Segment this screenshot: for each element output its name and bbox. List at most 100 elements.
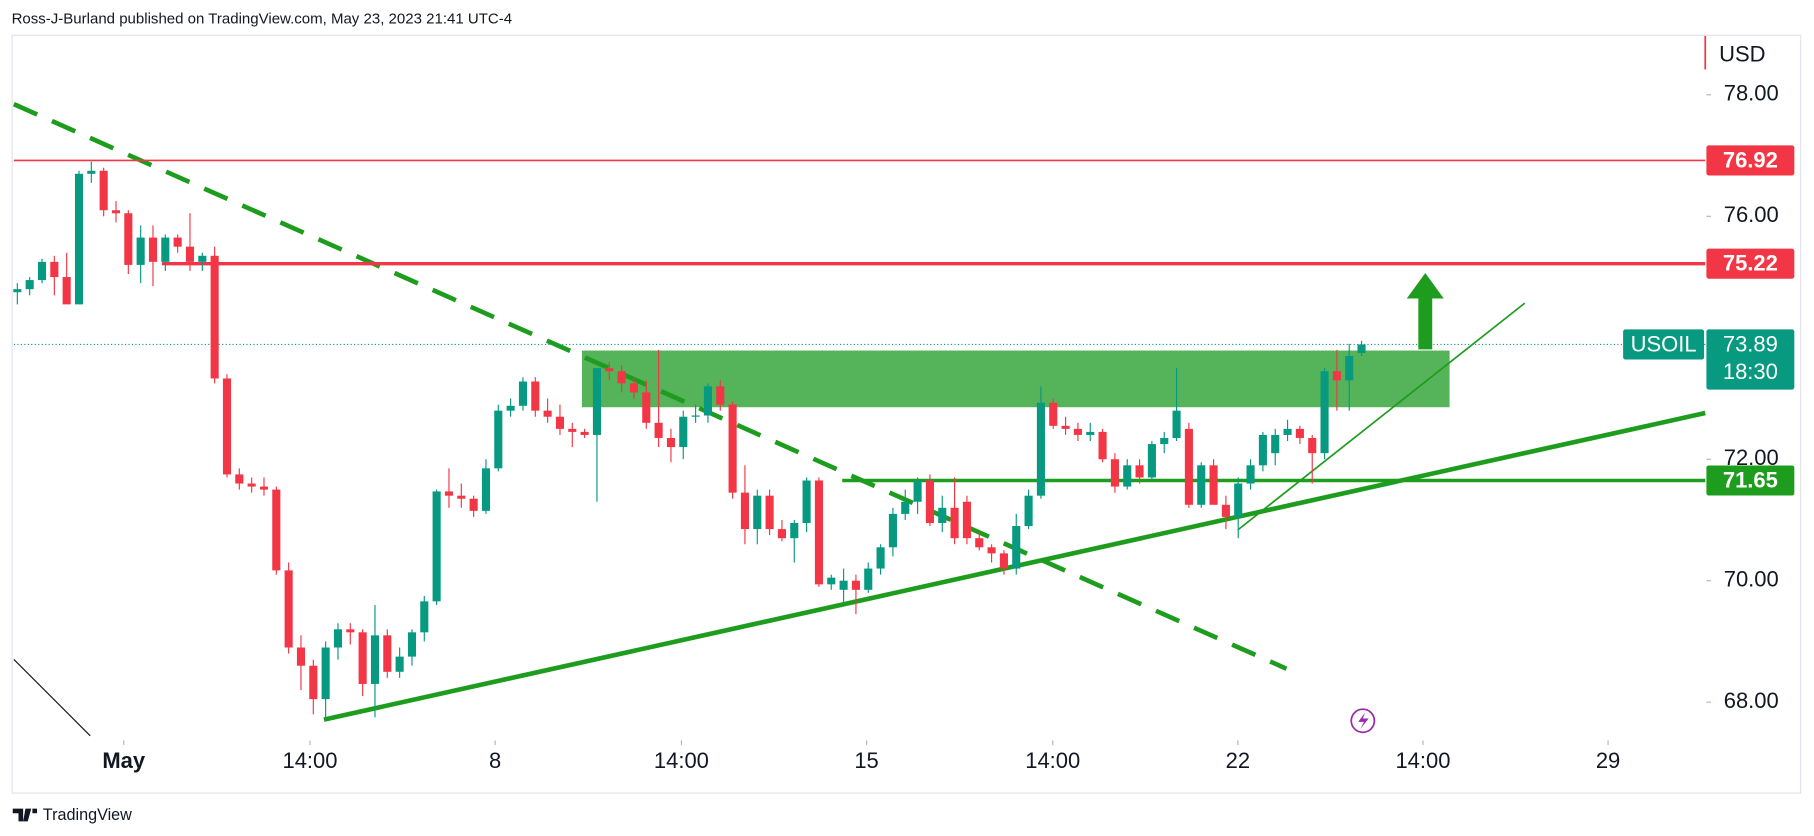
candle-body xyxy=(1308,437,1317,454)
candle-body xyxy=(50,261,59,278)
candle-body xyxy=(346,629,355,633)
candle-body xyxy=(1073,428,1082,435)
candle-body xyxy=(506,405,515,411)
candle-body xyxy=(1332,371,1341,381)
candle-body xyxy=(888,513,897,548)
candle-body xyxy=(444,491,454,496)
candle-body xyxy=(74,173,84,305)
last-price-label: 73.89 xyxy=(1723,331,1778,356)
candle-body xyxy=(802,480,811,524)
candle-body xyxy=(1197,465,1206,505)
level-label: 75.22 xyxy=(1723,251,1778,276)
candle-body xyxy=(1271,434,1280,454)
candle-body xyxy=(173,237,182,247)
candle-body xyxy=(247,483,256,487)
candle-body xyxy=(198,255,207,262)
candle-body xyxy=(1234,483,1243,517)
candle-body xyxy=(1123,465,1132,487)
candle-body xyxy=(753,495,762,530)
candle-body xyxy=(309,665,318,700)
candle-body xyxy=(358,632,367,684)
candle-body xyxy=(777,529,786,539)
candle-body xyxy=(62,277,71,305)
level-label: 71.65 xyxy=(1723,467,1778,492)
candle-body xyxy=(1024,495,1033,527)
trendline-dashed xyxy=(12,102,1288,671)
candle-body xyxy=(814,480,823,585)
candle-body xyxy=(851,580,860,590)
candle-body xyxy=(654,422,663,438)
x-tick-label: 22 xyxy=(1226,748,1250,773)
level-label: 76.92 xyxy=(1723,147,1778,172)
candle-body xyxy=(25,280,34,290)
trendline-black xyxy=(13,659,91,737)
x-tick-label: 14:00 xyxy=(654,748,709,773)
candle-body xyxy=(876,547,885,569)
candle-body xyxy=(1221,504,1230,517)
candle-body xyxy=(1283,428,1292,435)
candle-body xyxy=(1049,402,1058,426)
candle-body xyxy=(235,474,244,484)
candle-body xyxy=(605,368,614,372)
supply-zone xyxy=(581,350,1450,408)
candle-body xyxy=(950,507,959,539)
candle-body xyxy=(383,635,392,672)
candle-body xyxy=(370,635,380,684)
candle-body xyxy=(407,632,417,657)
candle-body xyxy=(691,415,700,417)
y-tick-label: 76.00 xyxy=(1724,202,1779,227)
candle-body xyxy=(87,170,96,174)
candle-body xyxy=(99,170,108,211)
level-label-bg xyxy=(1706,145,1795,176)
x-tick-label: 29 xyxy=(1596,748,1620,773)
drawings xyxy=(12,102,1706,737)
candle-body xyxy=(1160,437,1169,445)
candle-body xyxy=(481,468,491,511)
event-bolt xyxy=(1358,712,1369,729)
candle-body xyxy=(925,480,934,524)
candle-body xyxy=(962,501,971,539)
candle-body xyxy=(1135,465,1144,478)
candle-body xyxy=(555,416,565,429)
candle-body xyxy=(987,547,996,554)
candle-body xyxy=(333,629,343,648)
candle-body xyxy=(1320,371,1329,454)
candle-body xyxy=(1209,465,1218,505)
candle-body xyxy=(975,538,984,548)
candle-body xyxy=(136,237,145,265)
candle-body xyxy=(420,601,429,633)
candle-body xyxy=(518,381,528,406)
candle-body xyxy=(1110,459,1119,487)
candle-body xyxy=(1147,444,1156,478)
symbol-label: USOIL xyxy=(1631,331,1697,356)
candle-body xyxy=(395,656,404,672)
x-tick-label: May xyxy=(102,748,146,773)
candle-body xyxy=(1345,355,1354,381)
candle-body xyxy=(272,489,281,571)
candle-body xyxy=(790,523,799,539)
candle-body xyxy=(938,507,947,524)
y-tick-label: 78.00 xyxy=(1724,81,1779,106)
x-tick-label: 14:00 xyxy=(1395,748,1450,773)
candle-body xyxy=(728,404,737,493)
candle-body xyxy=(839,580,848,590)
candle-body xyxy=(37,261,47,281)
candle-body xyxy=(185,246,195,262)
candle-body xyxy=(161,237,170,262)
candle-body xyxy=(629,383,638,393)
candle-body xyxy=(494,410,503,469)
y-tick-label: 70.00 xyxy=(1724,567,1779,592)
chart-frame xyxy=(11,34,1802,794)
candle-body xyxy=(864,568,873,590)
candle-body xyxy=(531,381,540,411)
candle-body xyxy=(679,416,688,448)
event-icon xyxy=(1350,708,1376,734)
candle-body xyxy=(666,437,675,448)
candle-body xyxy=(1357,344,1366,353)
candle-body xyxy=(210,255,219,379)
candle-body xyxy=(1295,428,1304,438)
attribution: Ross-J-Burland published on TradingView.… xyxy=(12,11,513,28)
candle-body xyxy=(913,480,922,502)
candle-body xyxy=(124,213,133,265)
candle-body xyxy=(740,492,749,530)
